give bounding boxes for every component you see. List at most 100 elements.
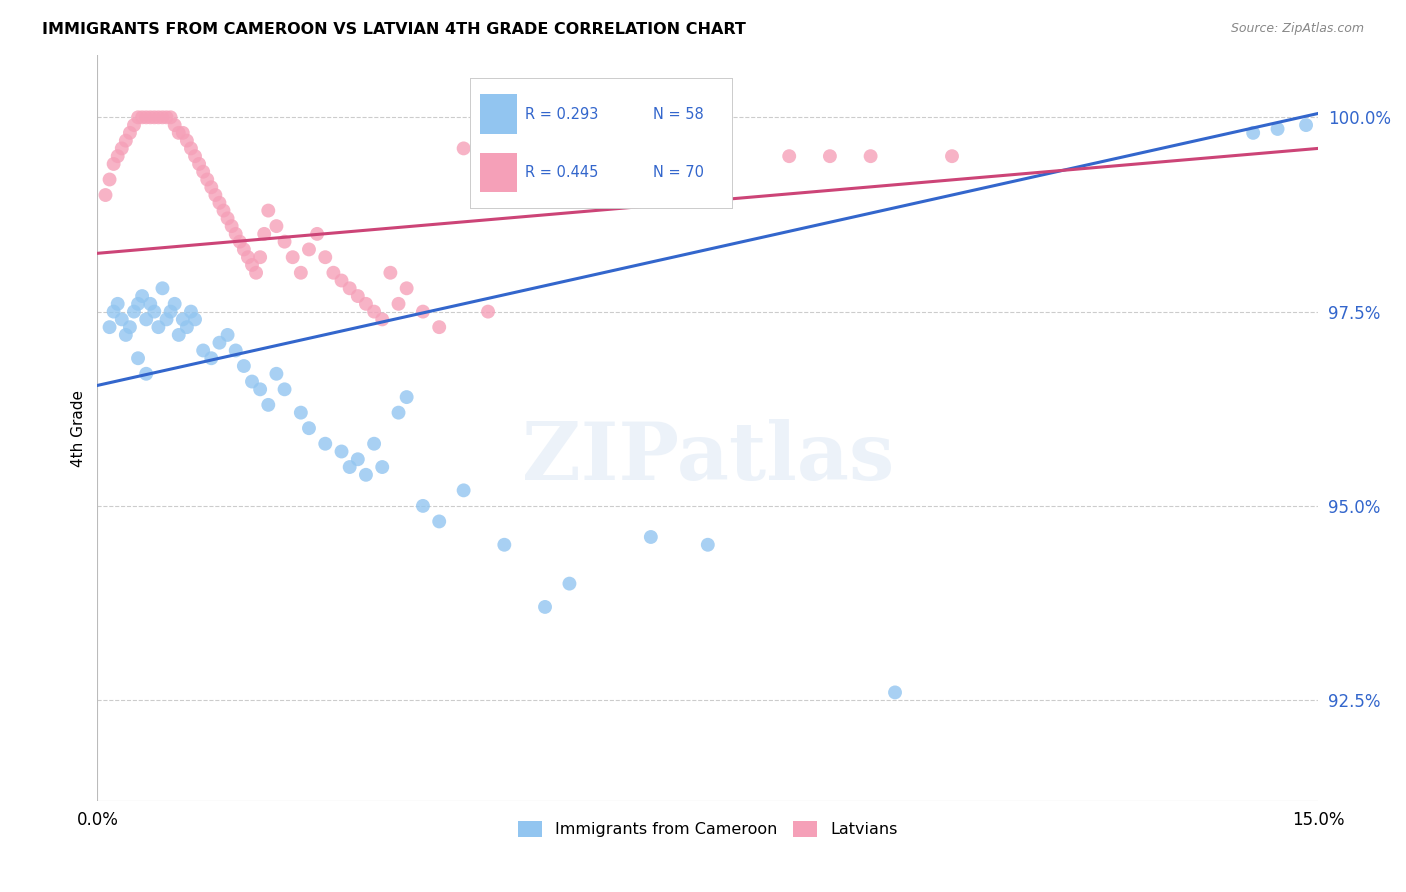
Point: [232, 243, 254, 257]
Point: [180, 141, 202, 155]
Point: [152, 111, 174, 125]
Point: [249, 250, 271, 264]
Point: [159, 111, 181, 125]
Point: [354, 297, 377, 311]
Point: [176, 320, 198, 334]
Point: [188, 157, 211, 171]
Point: [200, 351, 222, 366]
Point: [266, 219, 288, 233]
Point: [363, 436, 385, 450]
Point: [217, 327, 239, 342]
Point: [273, 235, 295, 249]
Point: [346, 289, 368, 303]
Point: [172, 312, 194, 326]
Point: [127, 351, 149, 366]
Point: [172, 126, 194, 140]
Point: [307, 227, 329, 241]
Point: [240, 375, 263, 389]
Point: [163, 297, 186, 311]
Point: [217, 211, 239, 226]
Point: [155, 312, 177, 326]
Point: [94, 188, 117, 202]
Point: [818, 149, 841, 163]
Point: [176, 134, 198, 148]
Point: [412, 304, 434, 318]
Point: [115, 327, 138, 342]
Point: [152, 281, 174, 295]
Point: [240, 258, 263, 272]
Point: [148, 320, 170, 334]
Point: [236, 250, 259, 264]
Point: [122, 118, 145, 132]
Text: ZIPatlas: ZIPatlas: [522, 419, 894, 497]
Point: [494, 149, 516, 163]
Point: [232, 359, 254, 373]
Point: [139, 297, 162, 311]
Point: [363, 304, 385, 318]
Point: [184, 149, 207, 163]
Point: [143, 111, 166, 125]
Point: [354, 467, 377, 482]
Point: [290, 266, 312, 280]
Point: [534, 599, 557, 614]
Point: [115, 134, 138, 148]
Point: [380, 266, 402, 280]
Point: [208, 335, 231, 350]
Point: [778, 149, 800, 163]
Point: [131, 289, 153, 303]
Point: [339, 460, 361, 475]
Point: [200, 180, 222, 194]
Point: [884, 685, 907, 699]
Point: [191, 165, 214, 179]
Point: [225, 343, 247, 358]
Point: [273, 382, 295, 396]
Point: [314, 436, 336, 450]
Point: [395, 281, 418, 295]
Point: [477, 304, 499, 318]
Point: [135, 312, 157, 326]
Point: [107, 149, 129, 163]
Point: [127, 111, 149, 125]
Point: [298, 421, 321, 435]
Point: [387, 297, 409, 311]
Point: [1295, 118, 1317, 132]
Point: [159, 304, 181, 318]
Point: [98, 320, 121, 334]
Point: [558, 576, 581, 591]
Point: [195, 172, 218, 186]
Text: Source: ZipAtlas.com: Source: ZipAtlas.com: [1230, 22, 1364, 36]
Point: [118, 126, 141, 140]
Point: [859, 149, 882, 163]
Point: [139, 111, 162, 125]
Point: [229, 235, 252, 249]
Point: [221, 219, 243, 233]
Text: IMMIGRANTS FROM CAMEROON VS LATVIAN 4TH GRADE CORRELATION CHART: IMMIGRANTS FROM CAMEROON VS LATVIAN 4TH …: [42, 22, 747, 37]
Point: [453, 483, 475, 498]
Point: [253, 227, 276, 241]
Point: [412, 499, 434, 513]
Point: [245, 266, 267, 280]
Point: [941, 149, 963, 163]
Point: [453, 141, 475, 155]
Point: [135, 367, 157, 381]
Point: [204, 188, 226, 202]
Point: [225, 227, 247, 241]
Point: [257, 203, 280, 218]
Point: [330, 273, 353, 287]
Point: [111, 141, 134, 155]
Point: [208, 195, 231, 210]
Point: [191, 343, 214, 358]
Point: [534, 149, 557, 163]
Point: [1267, 122, 1289, 136]
Legend: Immigrants from Cameroon, Latvians: Immigrants from Cameroon, Latvians: [510, 814, 905, 846]
Point: [322, 266, 344, 280]
Point: [298, 243, 321, 257]
Point: [107, 297, 129, 311]
Point: [655, 149, 678, 163]
Point: [427, 320, 450, 334]
Point: [266, 367, 288, 381]
Point: [330, 444, 353, 458]
Point: [494, 538, 516, 552]
Point: [167, 327, 190, 342]
Point: [143, 304, 166, 318]
